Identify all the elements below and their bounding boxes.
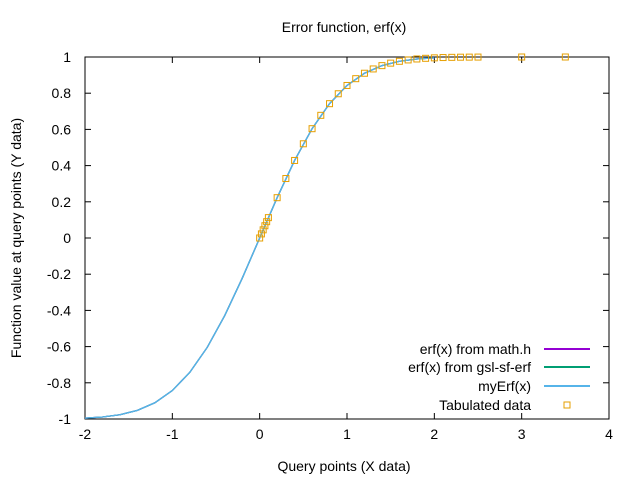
- tabulated-point: [334, 90, 342, 98]
- tabulated-point: [273, 194, 281, 202]
- tabulated-point: [282, 175, 290, 183]
- y-tick-label: -0.6: [47, 339, 71, 355]
- tabulated-point: [448, 53, 456, 61]
- x-tick-label: 2: [430, 426, 438, 442]
- x-axis: -2 -1 0 1 2 3 4: [79, 57, 613, 442]
- legend-label: myErf(x): [478, 378, 531, 394]
- tabulated-point: [263, 218, 271, 226]
- y-tick-label: -1: [59, 411, 72, 427]
- tabulated-point: [257, 230, 265, 238]
- y-tick-label: -0.4: [47, 302, 71, 318]
- chart-title: Error function, erf(x): [282, 19, 406, 35]
- tabulated-point: [439, 54, 447, 62]
- tabulated-point: [378, 62, 386, 70]
- x-tick-label: 4: [605, 426, 613, 442]
- series-line-2: [84, 57, 435, 419]
- tabulated-point: [291, 156, 299, 164]
- legend-label: Tabulated data: [439, 397, 531, 413]
- y-tick-label: 1: [63, 49, 71, 65]
- legend-label: erf(x) from math.h: [420, 341, 531, 357]
- tabulated-point: [360, 69, 368, 77]
- tabulated-point: [457, 53, 465, 61]
- legend: erf(x) from math.h erf(x) from gsl-sf-erf…: [408, 341, 590, 413]
- tabulated-point: [343, 81, 351, 89]
- x-tick-label: -2: [79, 426, 92, 442]
- tabulated-point: [299, 140, 307, 148]
- tabulated-point: [352, 75, 360, 83]
- tabulated-point: [259, 226, 267, 234]
- y-axis: 1 0.8 0.6 0.4 0.2 0 -0.2 -0.4 -0.6 -0.8 -1: [47, 49, 609, 427]
- tabulated-point: [387, 59, 395, 67]
- tabulated-point: [264, 214, 272, 222]
- tabulated-point: [561, 53, 569, 61]
- legend-label: erf(x) from gsl-sf-erf: [408, 359, 531, 375]
- tabulated-point: [422, 54, 430, 62]
- tabulated-point: [256, 234, 264, 242]
- series-layer: [84, 53, 569, 419]
- tabulated-point: [430, 54, 438, 62]
- x-tick-label: 0: [256, 426, 264, 442]
- x-tick-label: 1: [343, 426, 351, 442]
- x-axis-label: Query points (X data): [277, 458, 410, 474]
- tabulated-point: [404, 56, 412, 64]
- y-tick-label: 0.8: [52, 85, 72, 101]
- tabulated-point: [395, 57, 403, 65]
- y-axis-label: Function value at query points (Y data): [8, 118, 24, 358]
- x-tick-label: 3: [518, 426, 526, 442]
- y-tick-label: 0.6: [52, 121, 72, 137]
- tabulated-point: [518, 53, 526, 61]
- y-tick-label: -0.2: [47, 266, 71, 282]
- tabulated-point: [369, 65, 377, 73]
- legend-point-swatch: [563, 401, 571, 409]
- tabulated-point: [261, 222, 269, 230]
- tabulated-point: [413, 55, 421, 63]
- tabulated-point: [308, 125, 316, 133]
- y-tick-label: 0.4: [52, 158, 72, 174]
- y-tick-label: 0: [63, 230, 71, 246]
- tabulated-point: [474, 53, 482, 61]
- tabulated-point: [465, 53, 473, 61]
- tabulated-point: [317, 111, 325, 119]
- y-tick-label: 0.2: [52, 194, 72, 210]
- tabulated-point: [326, 100, 334, 108]
- x-tick-label: -1: [166, 426, 179, 442]
- y-tick-label: -0.8: [47, 375, 71, 391]
